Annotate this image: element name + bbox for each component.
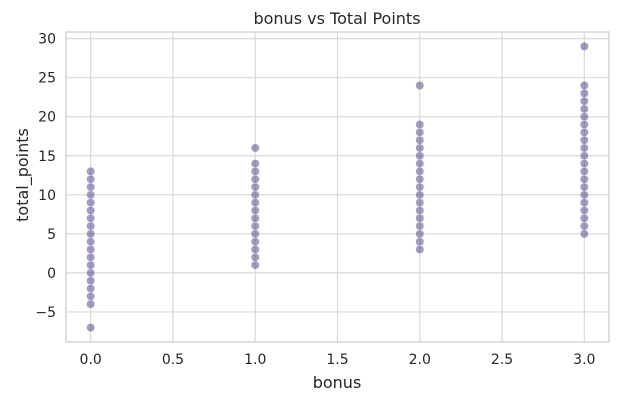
scatter-point [250, 166, 260, 176]
scatter-point [86, 237, 96, 247]
scatter-point [415, 229, 425, 239]
y-tick-label: 30 [38, 32, 56, 48]
y-axis-title: total_points [13, 128, 33, 222]
scatter-point [579, 127, 589, 137]
scatter-point [415, 151, 425, 161]
scatter-point [579, 88, 589, 98]
scatter-point [250, 174, 260, 184]
scatter-point [250, 229, 260, 239]
scatter-point [86, 284, 96, 293]
scatter-point [579, 166, 589, 176]
y-tick-labels: −5 0 5 10 15 20 25 30 [35, 32, 56, 321]
grid [66, 32, 609, 342]
scatter-point [579, 143, 589, 153]
scatter-point [86, 245, 96, 254]
scatter-point [415, 143, 425, 153]
scatter-point [86, 299, 96, 309]
scatter-point [86, 276, 96, 286]
scatter-point [579, 151, 589, 161]
plot-frame [65, 31, 610, 343]
scatter-point [86, 198, 96, 208]
scatter-point [415, 221, 425, 231]
x-tick-label: 1.0 [244, 352, 266, 368]
scatter-point [86, 229, 96, 239]
scatter-point [86, 206, 96, 215]
scatter-point [579, 198, 589, 208]
scatter-point [86, 166, 96, 176]
scatter-point [415, 127, 425, 137]
scatter-point [415, 135, 425, 145]
y-tick-label: 15 [38, 149, 56, 165]
scatter-point [415, 245, 425, 254]
scatter-point [579, 135, 589, 145]
y-tick-label: 20 [38, 110, 56, 126]
scatter-point [579, 104, 589, 114]
x-tick-label: 2.0 [409, 352, 431, 368]
scatter-point [86, 182, 96, 192]
scatter-point [86, 190, 96, 200]
x-axis-title: bonus [313, 373, 362, 392]
scatter-point [86, 291, 96, 301]
data-points [86, 42, 589, 332]
scatter-point [250, 260, 260, 270]
scatter-point [86, 252, 96, 262]
x-tick-label: 2.5 [491, 352, 513, 368]
scatter-point [579, 190, 589, 200]
scatter-point [579, 42, 589, 51]
scatter-point [86, 221, 96, 231]
scatter-point [579, 182, 589, 192]
y-tick-label: −5 [35, 305, 56, 321]
x-tick-label: 3.0 [573, 352, 595, 368]
chart-title: bonus vs Total Points [253, 9, 420, 28]
x-tick-labels: 0.0 0.5 1.0 1.5 2.0 2.5 3.0 [80, 352, 596, 368]
scatter-point [415, 159, 425, 168]
scatter-point [250, 221, 260, 231]
scatter-point [579, 229, 589, 239]
y-tick-label: 10 [38, 188, 56, 204]
scatter-point [86, 260, 96, 270]
scatter-point [579, 112, 589, 122]
scatter-point [579, 221, 589, 231]
x-tick-label: 0.5 [162, 352, 184, 368]
scatter-point [250, 213, 260, 223]
scatter-point [579, 174, 589, 184]
scatter-point [415, 190, 425, 200]
scatter-point [415, 120, 425, 129]
scatter-point [250, 159, 260, 168]
y-tick-label: 25 [38, 71, 56, 87]
scatter-point [250, 206, 260, 215]
y-tick-label: 5 [47, 227, 56, 243]
scatter-point [250, 190, 260, 200]
scatter-point [579, 206, 589, 215]
x-tick-label: 0.0 [80, 352, 102, 368]
x-tick-label: 1.5 [326, 352, 348, 368]
scatter-point [415, 182, 425, 192]
scatter-point [250, 182, 260, 192]
scatter-point [250, 252, 260, 262]
scatter-point [86, 268, 96, 278]
scatter-point [415, 213, 425, 223]
scatter-point [415, 198, 425, 208]
scatter-point [579, 159, 589, 168]
scatter-point [579, 120, 589, 129]
scatter-point [415, 206, 425, 215]
scatter-point [415, 81, 425, 90]
scatter-point [250, 198, 260, 208]
y-tick-label: 0 [47, 266, 56, 282]
scatter-point [579, 81, 589, 90]
scatter-point [579, 96, 589, 106]
scatter-point [86, 174, 96, 184]
scatter-point [415, 174, 425, 184]
scatter-point [415, 166, 425, 176]
scatter-point [250, 245, 260, 254]
scatter-point [579, 213, 589, 223]
scatter-point [415, 237, 425, 247]
scatter-point [250, 143, 260, 153]
scatter-point [86, 213, 96, 223]
scatter-point [250, 237, 260, 247]
scatter-point [86, 323, 96, 332]
